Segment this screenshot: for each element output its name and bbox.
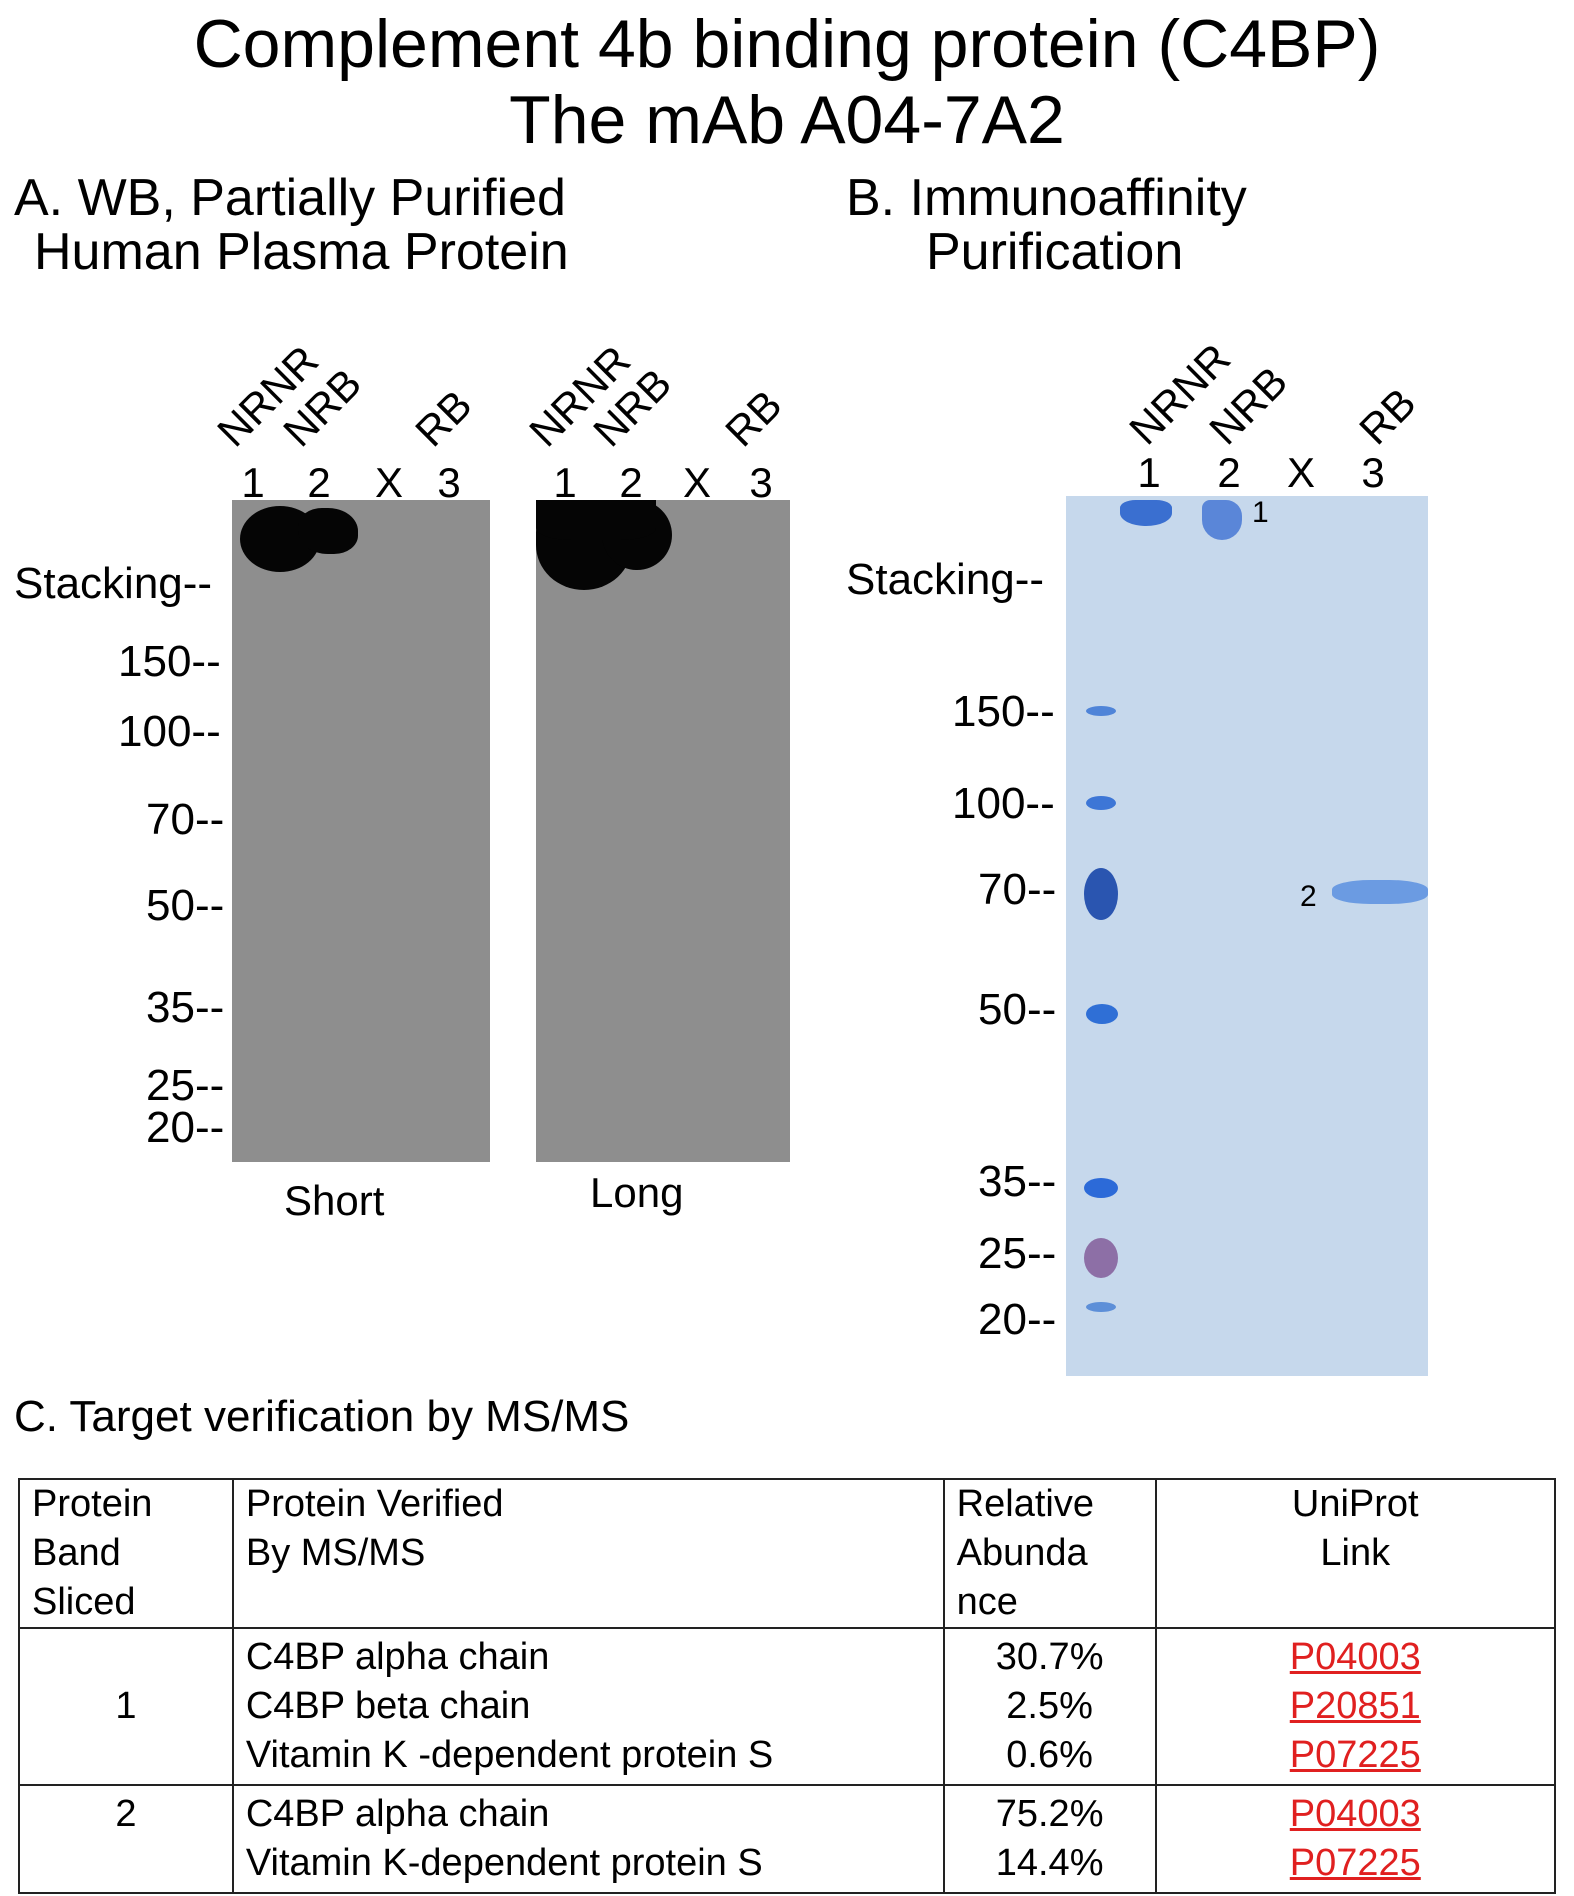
gel-marker-100: 100-- [952,779,1055,828]
gel-marker-stacking: Stacking-- [846,555,1045,604]
ladder-band-70 [1084,868,1118,920]
gel-lane-label-3: RB [1350,378,1425,454]
wb-marker-70: 70-- [146,795,225,844]
figure-title-line1: Complement 4b binding protein (C4BP) [193,6,1381,82]
ladder-band-100 [1086,796,1116,810]
panel-c-title: C. Target verification by MS/MS [14,1392,630,1441]
gel-lane-num-2: 2 [1217,449,1241,496]
wb-marker-stacking: Stacking-- [14,559,213,608]
wb-short-caption: Short [284,1177,385,1224]
ms-results-table: Protein Band Sliced Protein Verified By … [18,1478,1557,1894]
header-protein-verified: Protein Verified By MS/MS [231,1478,945,1629]
ladder-band-25 [1084,1238,1118,1278]
gel-lane-num-1: 1 [1137,449,1161,496]
wb-long-band-top [536,500,656,540]
band-cell: 2 [18,1784,234,1894]
table-row: 2 C4BP alpha chain Vitamin K-dependent p… [18,1784,1557,1894]
gel-band-tag-1: 1 [1252,496,1269,529]
gel-marker-25: 25-- [978,1229,1057,1278]
gel-well-band-lane2 [1202,500,1242,540]
gel-marker-150: 150-- [952,687,1055,736]
uniprot-link[interactable]: P04003 [1289,1636,1421,1678]
panel-a-title-line1: A. WB, Partially Purified [14,169,566,227]
gel-marker-20: 20-- [978,1295,1057,1344]
wb-marker-25: 25-- [146,1061,225,1110]
wb-marker-20: 20-- [146,1103,225,1152]
uniprot-link[interactable]: P07225 [1289,1842,1421,1884]
wb-short-exposure-blot [232,500,490,1162]
wb-short-lane-num-1: 1 [241,459,265,506]
gel-band-lane3-70kda [1332,880,1428,904]
wb-long-exposure-blot [536,500,790,1162]
wb-marker-100: 100-- [118,707,221,756]
ladder-band-20 [1086,1302,1116,1312]
wb-long-lane-num-x: X [682,459,711,506]
panel-a-title-line2: Human Plasma Protein [34,223,569,281]
uniprot-cell: P04003 P20851 P07225 [1154,1627,1557,1786]
table-row: 1 C4BP alpha chain C4BP beta chain Vitam… [18,1627,1557,1786]
figure-title-line2: The mAb A04-7A2 [509,82,1065,158]
header-protein-band-sliced: Protein Band Sliced [18,1478,234,1629]
ladder-band-150 [1086,706,1116,716]
wb-long-lane-num-2: 2 [619,459,643,506]
wb-long-lane-num-3: 3 [749,459,773,506]
header-uniprot-link: UniProt Link [1154,1478,1557,1629]
wb-short-lane-label-3: RB [406,380,481,456]
header-relative-abundance: Relative Abunda nce [942,1478,1157,1629]
gel-marker-35: 35-- [978,1157,1057,1206]
abundance-cell: 30.7% 2.5% 0.6% [942,1627,1157,1786]
gel-marker-70: 70-- [978,865,1057,914]
panel-b-title-line2: Purification [926,223,1184,281]
gel-lane-num-x: X [1286,449,1315,496]
panel-b-title-line1: B. Immunoaffinity [846,169,1247,227]
wb-short-lane-num-3: 3 [437,459,461,506]
abundance-cell: 75.2% 14.4% [942,1784,1157,1894]
gel-lane-num-3: 3 [1361,449,1385,496]
wb-short-band-lane2 [298,508,358,554]
protein-cell: C4BP alpha chain C4BP beta chain Vitamin… [231,1627,945,1786]
ladder-band-50 [1086,1004,1118,1024]
uniprot-link[interactable]: P20851 [1289,1685,1421,1727]
table-header-row: Protein Band Sliced Protein Verified By … [18,1478,1557,1629]
gel-marker-50: 50-- [978,985,1057,1034]
wb-short-lane-num-2: 2 [307,459,331,506]
wb-marker-50: 50-- [146,881,225,930]
uniprot-cell: P04003 P07225 [1154,1784,1557,1894]
wb-short-lane-num-x: X [374,459,403,506]
ladder-band-35 [1084,1178,1118,1198]
gel-band-tag-2: 2 [1300,880,1317,913]
wb-long-caption: Long [590,1169,684,1216]
uniprot-link[interactable]: P04003 [1289,1793,1421,1835]
wb-marker-35: 35-- [146,983,225,1032]
band-cell: 1 [18,1627,234,1786]
coomassie-gel [1066,496,1428,1376]
wb-long-lane-label-3: RB [716,380,791,456]
uniprot-link[interactable]: P07225 [1289,1734,1421,1776]
wb-long-lane-num-1: 1 [553,459,577,506]
wb-marker-150: 150-- [118,637,221,686]
gel-well-band-lane1 [1120,500,1172,526]
protein-cell: C4BP alpha chain Vitamin K-dependent pro… [231,1784,945,1894]
